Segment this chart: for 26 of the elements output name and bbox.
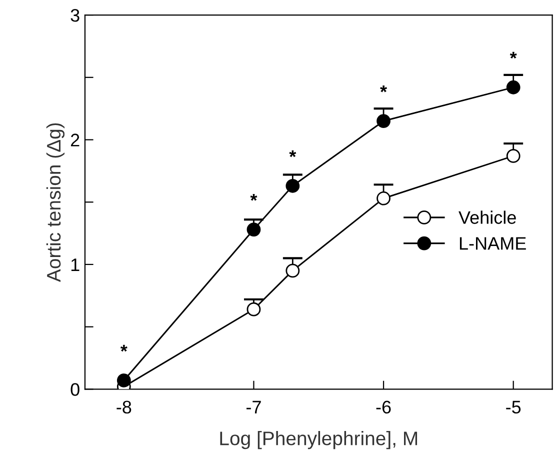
y-tick-label: 3 (70, 8, 80, 22)
point (506, 149, 520, 163)
legend-label: L-NAME (460, 237, 526, 250)
point (286, 178, 300, 193)
point (286, 264, 300, 278)
x-tick-label: -5 (506, 400, 521, 414)
point (506, 80, 520, 94)
annotation: * (380, 86, 388, 92)
point (116, 373, 131, 388)
point (246, 302, 261, 316)
x-axis-title: Log [Phenylephrine], M (220, 430, 418, 450)
x-tick-label: -7 (246, 400, 261, 414)
point (246, 222, 261, 236)
annotation: * (120, 344, 128, 352)
annotation: * (250, 194, 258, 201)
y-tick-label: 1 (71, 258, 80, 271)
point (376, 114, 390, 128)
annotation: * (289, 150, 296, 158)
y-axis-title: Aortic tension (Δg) (46, 123, 65, 282)
annotation: * (510, 52, 517, 59)
x-tick-label: -6 (376, 400, 391, 414)
y-tick-label: 2 (70, 134, 80, 146)
x-tick-label: -8 (116, 400, 132, 414)
y-tick-label: 0 (70, 383, 80, 396)
legend-label: Vehicle (458, 210, 516, 224)
point (376, 191, 390, 206)
